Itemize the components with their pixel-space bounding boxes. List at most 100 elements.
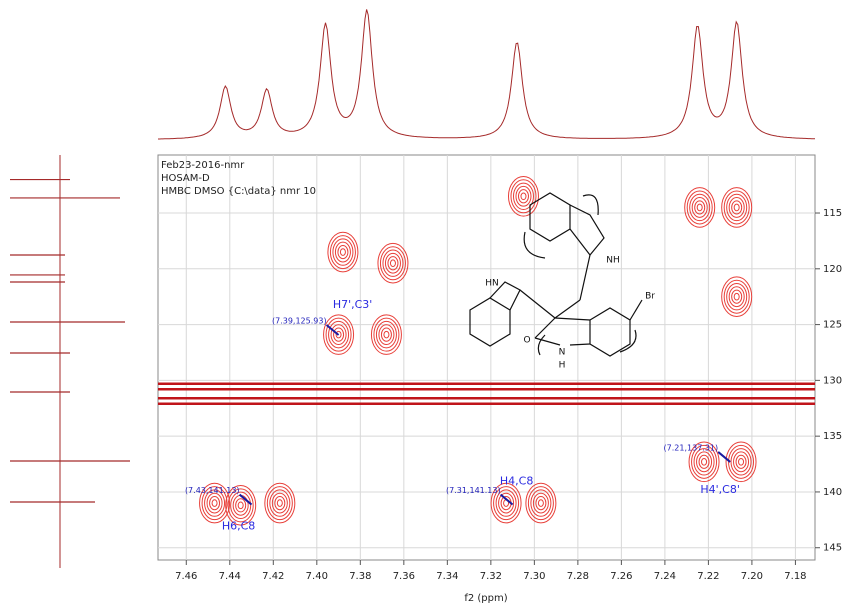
ring (489, 281, 521, 311)
contour (498, 492, 515, 514)
atom-label: H (559, 361, 566, 371)
contour (266, 486, 293, 521)
bond (554, 317, 591, 321)
contour (325, 317, 352, 352)
y-tick-label: 145 (823, 543, 842, 554)
contour (274, 495, 286, 511)
annotation-arrow (717, 451, 731, 463)
annotation-label: H4',C8' (700, 483, 740, 496)
contour (517, 189, 529, 204)
contour (269, 489, 291, 517)
contour (689, 193, 711, 222)
contour (530, 489, 552, 517)
contour (328, 320, 350, 349)
contour (527, 486, 554, 521)
contour (204, 489, 226, 517)
contour (733, 203, 740, 212)
contour (327, 231, 359, 273)
contour (237, 501, 244, 510)
contour (373, 317, 400, 352)
y-tick-label: 140 (823, 487, 842, 498)
annotation-label: H7',C3' (333, 298, 373, 311)
contour (733, 451, 750, 473)
contour (696, 203, 703, 212)
contour (227, 488, 254, 523)
contour (726, 282, 748, 311)
contour (515, 185, 532, 207)
contour (329, 235, 356, 270)
bond (534, 317, 556, 339)
x-tick-label: 7.22 (697, 571, 719, 582)
contour (334, 241, 351, 263)
contour (332, 238, 354, 266)
contour (209, 495, 221, 511)
hmbc-arrow (523, 194, 637, 356)
contour (693, 448, 715, 476)
contour (735, 454, 747, 469)
bond (519, 289, 556, 319)
contour (271, 492, 288, 514)
y-tick-label: 130 (823, 375, 842, 386)
contour (694, 200, 706, 215)
annotation-coord: (7.31,141.13) (446, 486, 501, 495)
contour (510, 179, 537, 214)
contour (490, 482, 522, 524)
contour (370, 314, 402, 355)
x-tick-label: 7.36 (393, 571, 415, 582)
contour (688, 441, 720, 483)
x-tick-label: 7.26 (610, 571, 632, 582)
annotation-arrow (238, 493, 253, 506)
x-axis-label: f2 (ppm) (464, 593, 507, 604)
contour (206, 492, 223, 514)
contour (507, 175, 539, 217)
atom-label: HN (485, 279, 499, 289)
contour (379, 246, 406, 281)
contour (201, 486, 228, 521)
grid (158, 155, 815, 560)
contour (701, 458, 708, 466)
contour (532, 492, 549, 514)
x-tick-label: 7.44 (219, 571, 241, 582)
contour (698, 454, 710, 469)
contour (696, 451, 713, 473)
header-line: HOSAM-D (161, 173, 210, 184)
contour (333, 327, 345, 342)
y-tick-label: 135 (823, 431, 842, 442)
contour (389, 259, 396, 268)
contour (235, 498, 247, 513)
x-tick-label: 7.38 (349, 571, 371, 582)
atom-label: Br (645, 292, 655, 302)
x-tick-label: 7.42 (262, 571, 284, 582)
annotation-arrow (325, 324, 340, 336)
contour (525, 482, 557, 524)
contour (721, 276, 753, 317)
annotation-label: H6,C8 (222, 520, 255, 533)
contour (378, 324, 395, 346)
contour (375, 320, 397, 349)
contour (535, 495, 547, 511)
bond (629, 299, 643, 321)
bond (554, 299, 581, 319)
annotation-coord: (7.21,137.31) (664, 443, 719, 452)
contour (723, 190, 750, 225)
contour (537, 499, 544, 507)
atom-label: NH (606, 256, 620, 266)
contour (733, 292, 740, 301)
contour (684, 187, 716, 228)
contour (686, 190, 713, 225)
contour (384, 252, 401, 274)
y-tick-label: 125 (823, 320, 842, 331)
contour (337, 244, 349, 260)
contour (339, 248, 346, 256)
contour (377, 242, 409, 284)
contour (380, 327, 392, 342)
contour (383, 330, 390, 339)
contour (731, 289, 743, 304)
contour (721, 187, 753, 228)
structure: HN NH Br O N H (469, 192, 655, 371)
header-line: Feb23-2016-nmr (161, 160, 245, 171)
x-tick-label: 7.20 (741, 571, 763, 582)
contour (520, 192, 527, 201)
contour (330, 324, 347, 346)
